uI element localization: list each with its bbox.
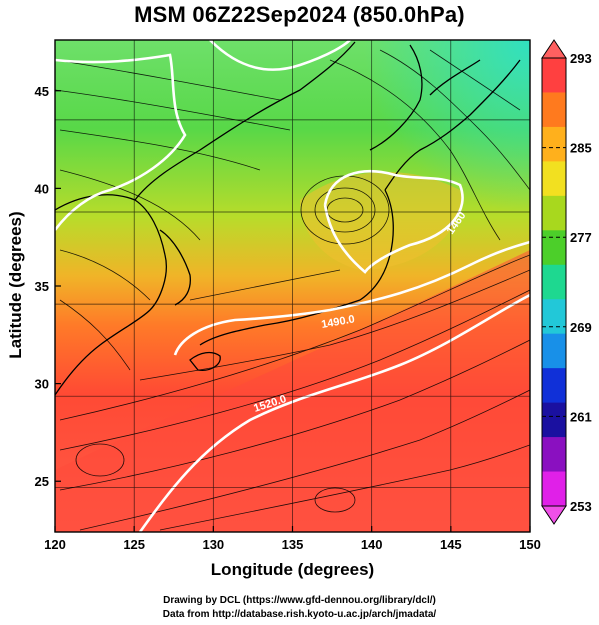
- y-axis: 25 30 35 40 45: [35, 84, 61, 489]
- colorbar-segment: [542, 437, 566, 473]
- x-axis: 120 125 130 135 140 145 150: [44, 526, 541, 552]
- colorbar-segment: [542, 230, 566, 266]
- height-contours: [55, 40, 530, 532]
- colorbar-segment: [542, 368, 566, 404]
- credits-line-1: Drawing by DCL (https://www.gfd-dennou.o…: [163, 595, 436, 606]
- colorbar-tick-label: 261: [570, 409, 592, 424]
- x-tick-label: 150: [519, 537, 541, 552]
- x-tick-label: 120: [44, 537, 66, 552]
- y-tick-label: 35: [35, 279, 49, 294]
- colorbar-segment: [542, 58, 566, 93]
- x-tick-label: 145: [440, 537, 462, 552]
- y-tick-label: 45: [35, 84, 49, 99]
- colorbar-tick-label: 285: [570, 141, 592, 156]
- colorbar-segment: [542, 471, 566, 507]
- colorbar: 293 285 277 269 261 253: [541, 39, 592, 525]
- colorbar-segment: [542, 333, 566, 369]
- y-tick-label: 25: [35, 474, 49, 489]
- y-tick-label: 40: [35, 181, 49, 196]
- grid-lines: [55, 40, 530, 532]
- coastlines: [55, 41, 521, 396]
- chart-title: MSM 06Z22Sep2024 (850.0hPa): [134, 2, 465, 27]
- colorbar-segment: [542, 126, 566, 162]
- credits: Drawing by DCL (https://www.gfd-dennou.o…: [0, 594, 599, 622]
- streamlines: [55, 49, 530, 531]
- contour-label: 1490.0: [320, 313, 355, 331]
- colorbar-tick-label: 277: [570, 230, 592, 245]
- x-tick-label: 135: [282, 537, 304, 552]
- x-tick-label: 125: [123, 537, 145, 552]
- y-axis-label: Latitude (degrees): [6, 211, 25, 359]
- colorbar-segment: [542, 402, 566, 438]
- colorbar-tick-label: 253: [570, 499, 592, 514]
- colorbar-tick-label: 269: [570, 320, 592, 335]
- x-tick-label: 130: [202, 537, 224, 552]
- y-tick-label: 30: [35, 377, 49, 392]
- x-axis-label: Longitude (degrees): [210, 560, 375, 579]
- colorbar-segment: [542, 299, 566, 335]
- x-tick-label: 140: [361, 537, 383, 552]
- colorbar-segment: [542, 92, 566, 128]
- credits-line-2: Data from http://database.rish.kyoto-u.a…: [162, 609, 437, 620]
- colorbar-tick-label: 293: [570, 51, 592, 66]
- colorbar-segment: [542, 195, 566, 231]
- colorbar-segment: [542, 264, 566, 300]
- colorbar-bottom-arrow: [541, 505, 567, 525]
- colorbar-segment: [542, 161, 566, 197]
- colorbar-top-arrow: [541, 39, 567, 59]
